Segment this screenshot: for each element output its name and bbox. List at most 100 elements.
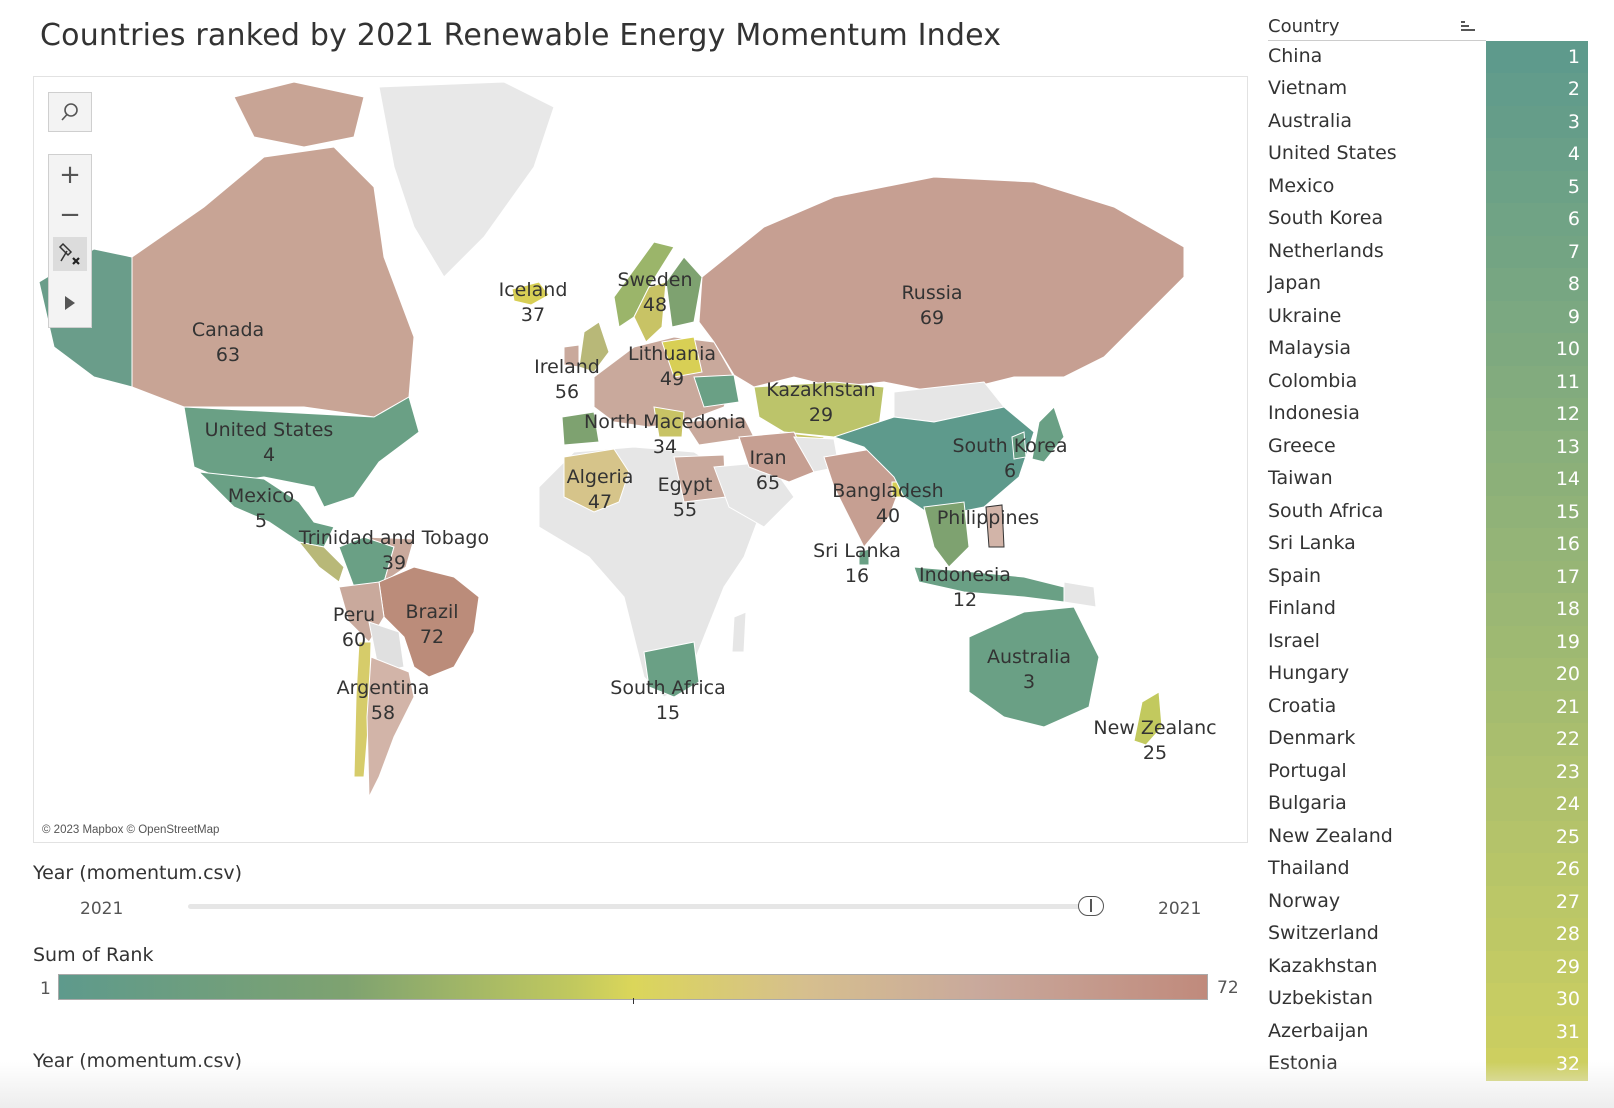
table-row[interactable]: Norway 27 <box>1258 885 1588 918</box>
country-name: Taiwan <box>1268 467 1333 489</box>
table-row[interactable]: Thailand 26 <box>1258 853 1588 886</box>
country-name: Kazakhstan <box>1268 954 1378 977</box>
se-asia-region <box>923 501 970 568</box>
table-row[interactable]: Spain 17 <box>1258 560 1588 593</box>
unpin-icon <box>58 242 80 265</box>
table-row[interactable]: Croatia 21 <box>1258 690 1588 723</box>
table-row[interactable]: Mexico 5 <box>1258 170 1588 203</box>
map-label-trinidad: Trinidad and Tobago 39 <box>298 527 490 574</box>
map-canvas[interactable] <box>34 77 1247 842</box>
map-label-egypt: Egypt 55 <box>657 474 713 521</box>
argentina-region <box>366 656 415 798</box>
country-name: Denmark <box>1268 727 1356 749</box>
table-row[interactable]: Azerbaijan 31 <box>1258 1015 1588 1048</box>
australia-region <box>968 606 1100 728</box>
year-slider-track[interactable] <box>188 904 1098 909</box>
map-label-indonesia: Indonesia 12 <box>919 564 1011 611</box>
table-row[interactable]: Indonesia 12 <box>1258 398 1588 431</box>
table-row[interactable]: Israel 19 <box>1258 625 1588 658</box>
iceland-region <box>511 281 550 306</box>
country-name: Switzerland <box>1268 922 1379 944</box>
table-row[interactable]: China 1 <box>1258 40 1588 73</box>
country-name: Bulgaria <box>1268 792 1347 814</box>
map-label-algeria: Algeria 47 <box>566 466 634 513</box>
table-row[interactable]: Portugal 23 <box>1258 755 1588 788</box>
unpin-map-button[interactable] <box>53 237 87 271</box>
year-slider-min-label: 2021 <box>80 899 124 919</box>
country-name: Hungary <box>1268 662 1350 684</box>
rank-cell: 2 <box>1486 73 1588 106</box>
map-zoom-controls: + − <box>48 154 92 328</box>
search-icon <box>61 103 78 121</box>
map-label-sri-lanka: Sri Lanka 16 <box>813 540 901 587</box>
map-label-south-africa: South Africa 15 <box>610 677 726 724</box>
table-row[interactable]: Denmark 22 <box>1258 723 1588 756</box>
world-map[interactable]: © 2023 Mapbox © OpenStreetMap <box>33 76 1248 843</box>
table-row[interactable]: Malaysia 10 <box>1258 333 1588 366</box>
country-name: Indonesia <box>1268 402 1360 424</box>
rank-cell: 10 <box>1486 333 1588 366</box>
table-header-country[interactable]: Country <box>1268 14 1486 41</box>
table-row[interactable]: South Africa 15 <box>1258 495 1588 528</box>
venezuela-region <box>363 536 415 584</box>
table-row[interactable]: Switzerland 28 <box>1258 918 1588 951</box>
table-row[interactable]: Sri Lanka 16 <box>1258 528 1588 561</box>
table-row[interactable]: Greece 13 <box>1258 430 1588 463</box>
table-row[interactable]: Bulgaria 24 <box>1258 788 1588 821</box>
baltic-region <box>661 336 703 378</box>
brazil-region <box>378 566 480 678</box>
chile-region <box>353 641 372 778</box>
table-row[interactable]: Vietnam 2 <box>1258 73 1588 106</box>
table-row[interactable]: Kazakhstan 29 <box>1258 950 1588 983</box>
table-row[interactable]: Finland 18 <box>1258 593 1588 626</box>
rank-cell: 14 <box>1486 463 1588 496</box>
rank-cell: 18 <box>1486 593 1588 626</box>
korea-region <box>1011 431 1027 460</box>
table-row[interactable]: Australia 3 <box>1258 105 1588 138</box>
table-row[interactable]: South Korea 6 <box>1258 203 1588 236</box>
rank-cell: 22 <box>1486 723 1588 756</box>
rank-cell: 26 <box>1486 853 1588 886</box>
country-name: Thailand <box>1268 857 1350 879</box>
finland-region <box>665 256 703 328</box>
sort-icon[interactable] <box>1460 18 1476 34</box>
rank-cell: 8 <box>1486 268 1588 301</box>
canada-islands <box>233 81 365 148</box>
rank-cell: 28 <box>1486 918 1588 951</box>
country-name: Netherlands <box>1268 239 1384 262</box>
country-name: Israel <box>1268 629 1320 652</box>
map-credit[interactable]: © 2023 Mapbox © OpenStreetMap <box>42 824 220 836</box>
map-label-brazil: Brazil 72 <box>405 601 459 648</box>
zoom-in-button[interactable]: + <box>59 160 81 190</box>
table-row[interactable]: Hungary 20 <box>1258 658 1588 691</box>
country-name: Spain <box>1268 564 1322 587</box>
year-slider-handle[interactable] <box>1078 896 1104 916</box>
balkans-region <box>653 406 685 438</box>
sri-lanka-region <box>858 548 870 566</box>
rank-cell: 23 <box>1486 755 1588 788</box>
rank-cell: 13 <box>1486 430 1588 463</box>
expand-toolbar-button[interactable] <box>49 283 91 323</box>
table-row[interactable]: Uzbekistan 30 <box>1258 983 1588 1016</box>
table-row[interactable]: Ukraine 9 <box>1258 300 1588 333</box>
table-row[interactable]: Japan 8 <box>1258 268 1588 301</box>
japan-region <box>1031 406 1065 463</box>
map-search-button[interactable] <box>48 92 92 132</box>
table-row[interactable]: Colombia 11 <box>1258 365 1588 398</box>
ireland-region <box>563 344 580 368</box>
year-filter-title: Year (momentum.csv) <box>33 862 243 884</box>
table-row[interactable]: New Zealand 25 <box>1258 820 1588 853</box>
ukraine-region <box>693 374 740 408</box>
country-name: New Zealand <box>1268 824 1393 847</box>
map-label-canada: Canada 63 <box>191 319 265 366</box>
rank-cell: 12 <box>1486 398 1588 431</box>
sweden-region <box>633 281 667 343</box>
country-name: Australia <box>1268 109 1353 132</box>
table-row[interactable]: United States 4 <box>1258 138 1588 171</box>
rank-cell: 6 <box>1486 203 1588 236</box>
table-row[interactable]: Taiwan 14 <box>1258 463 1588 496</box>
zoom-out-button[interactable]: − <box>59 200 81 230</box>
country-column-header[interactable]: Country <box>1268 16 1340 37</box>
country-name: Sri Lanka <box>1268 532 1356 554</box>
table-row[interactable]: Netherlands 7 <box>1258 235 1588 268</box>
